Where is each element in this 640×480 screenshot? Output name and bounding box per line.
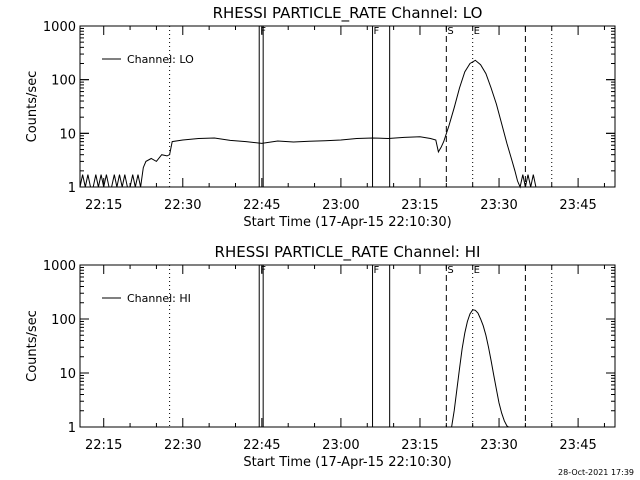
x-tick-label: 23:45: [559, 438, 596, 453]
x-tick-label: 22:45: [243, 198, 280, 213]
legend-label: Channel: LO: [127, 53, 194, 66]
y-tick-label: 100: [51, 313, 76, 328]
x-tick-label: 23:00: [322, 198, 359, 213]
plot-frame: [79, 25, 616, 188]
chart-title: RHESSI PARTICLE_RATE Channel: HI: [215, 243, 481, 262]
x-tick-label: 22:30: [164, 438, 201, 453]
y-tick-label: 100: [51, 74, 76, 89]
x-tick-label: 23:00: [322, 438, 359, 453]
y-tick-label: 1: [68, 421, 76, 436]
chart-title: RHESSI PARTICLE_RATE Channel: LO: [213, 4, 483, 23]
x-axis-label: Start Time (17-Apr-15 22:10:30): [243, 455, 451, 470]
y-tick-label: 1000: [43, 259, 76, 274]
y-axis-label: Counts/sec: [25, 71, 40, 143]
chart-panel-1: RHESSI PARTICLE_RATE Channel: HI 1 10 100 10…: [25, 243, 616, 470]
series-line: [79, 59, 537, 189]
event-marker-label: F: [374, 265, 380, 276]
x-tick-label: 23:30: [480, 438, 517, 453]
event-marker-label: E: [474, 26, 480, 37]
x-tick-label: 23:15: [401, 198, 438, 213]
event-marker-label: E: [474, 265, 480, 276]
x-axis-label: Start Time (17-Apr-15 22:10:30): [243, 215, 451, 230]
x-tick-label: 22:15: [85, 198, 122, 213]
x-tick-label: 22:45: [243, 438, 280, 453]
y-tick-label: 10: [59, 367, 76, 382]
x-tick-label: 23:15: [401, 438, 438, 453]
event-marker-label: S: [447, 265, 453, 276]
y-tick-label: 1: [68, 181, 76, 196]
chart-panel-0: RHESSI PARTICLE_RATE Channel: LO 1 10 100 10…: [25, 4, 616, 230]
y-axis-label: Counts/sec: [25, 310, 40, 382]
event-marker-label: S: [447, 26, 453, 37]
plot-frame: [79, 264, 616, 428]
timestamp: 28-Oct-2021 17:39: [558, 468, 634, 477]
y-tick-label: 1000: [43, 20, 76, 35]
x-tick-label: 22:15: [85, 438, 122, 453]
series-line: [451, 309, 509, 428]
legend-label: Channel: HI: [127, 292, 191, 305]
x-tick-label: 22:30: [164, 198, 201, 213]
x-tick-label: 23:30: [480, 198, 517, 213]
y-tick-label: 10: [59, 127, 76, 142]
x-tick-label: 23:45: [559, 198, 596, 213]
event-marker-label: F: [374, 26, 380, 37]
